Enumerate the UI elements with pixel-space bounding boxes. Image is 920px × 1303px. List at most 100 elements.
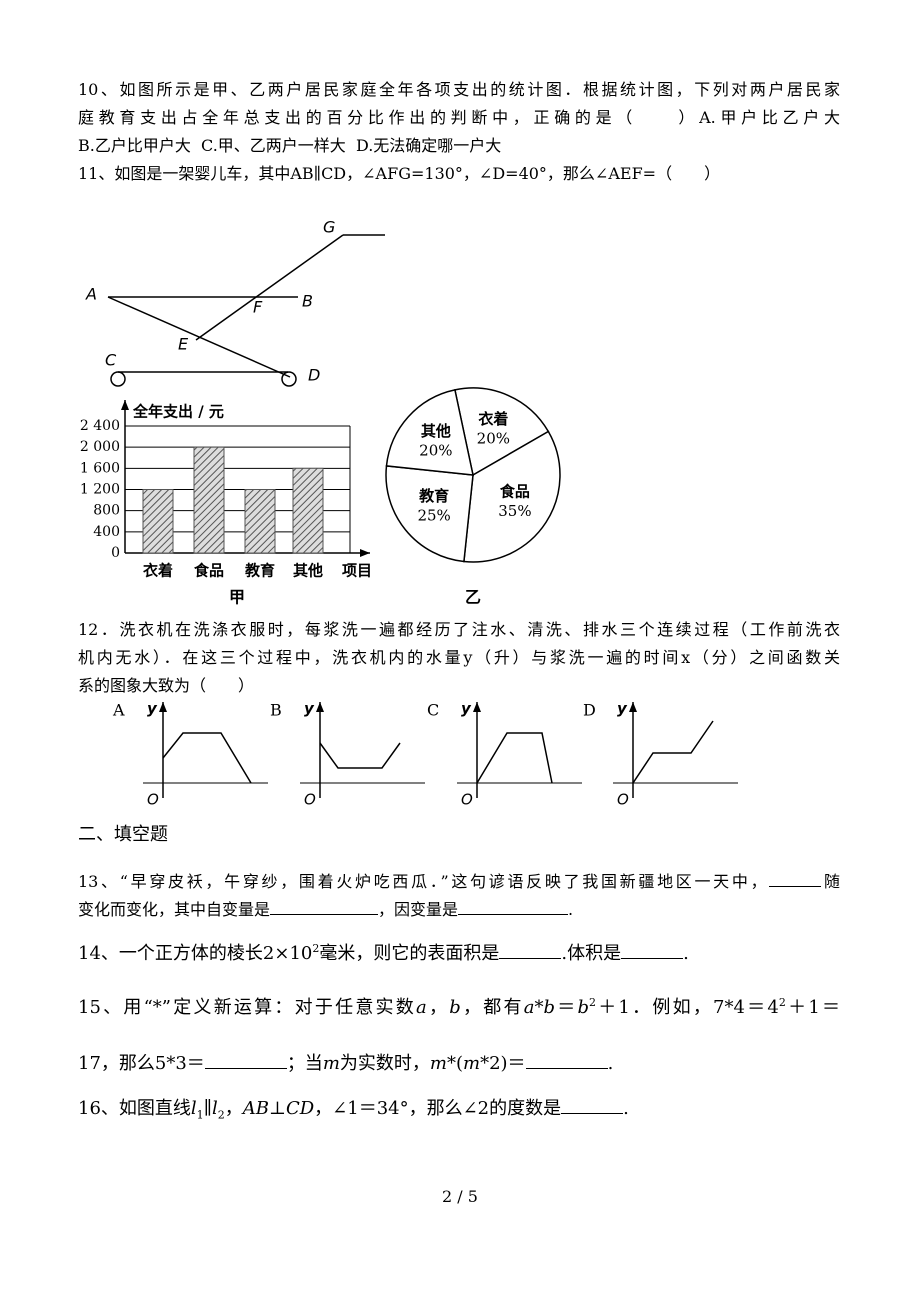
chart-caption: 甲 bbox=[229, 588, 245, 607]
x-tick-label: 其他 bbox=[293, 562, 323, 580]
origin-label: O bbox=[617, 791, 629, 809]
text: ，∠1＝34°，那么∠2的度数是 bbox=[314, 1098, 562, 1119]
point-label: C bbox=[105, 351, 117, 370]
text: 为实数时， bbox=[339, 1053, 430, 1074]
origin-label: O bbox=[461, 791, 473, 809]
q15-line: 15、用“*”定义新运算：对于任意实数a，b，都有a*b＝b2＋1．例如，7*4… bbox=[78, 991, 840, 1020]
text: ∥ bbox=[203, 1098, 212, 1119]
y-tick-label: 1 200 bbox=[80, 482, 120, 498]
text: * bbox=[534, 997, 544, 1018]
section-title: 二、填空题 bbox=[78, 824, 168, 845]
option-label: C bbox=[427, 701, 439, 720]
subscript: 2 bbox=[217, 1108, 225, 1122]
text: a bbox=[523, 997, 535, 1018]
text: *( bbox=[446, 1053, 463, 1074]
text: AB bbox=[242, 1098, 269, 1119]
axis-label: y bbox=[147, 700, 158, 718]
text: m bbox=[463, 1053, 481, 1074]
subscript: 1 bbox=[196, 1108, 204, 1122]
blank bbox=[204, 1050, 287, 1069]
text: 17，那么5*3＝ bbox=[78, 1053, 205, 1074]
option-label: B bbox=[270, 701, 282, 720]
graph-line bbox=[319, 742, 401, 769]
text: b bbox=[577, 997, 589, 1018]
bar bbox=[193, 446, 225, 554]
blank bbox=[270, 896, 379, 915]
q10-line: 10、如图所示是甲、乙两户居民家庭全年各项支出的统计图．根据统计图，下列对两户居… bbox=[78, 80, 840, 99]
slice-label: 教育 bbox=[418, 487, 449, 505]
q13-line: 变化而变化，其中自变量是 ，因变量是. bbox=[78, 896, 840, 922]
blank bbox=[561, 1095, 624, 1114]
y-tick-label: 1 600 bbox=[80, 460, 120, 476]
axis-arrow bbox=[360, 549, 370, 557]
text: . bbox=[568, 900, 574, 919]
bar bbox=[292, 467, 324, 554]
axis-arrow bbox=[316, 702, 324, 712]
text: . bbox=[683, 943, 689, 964]
slice-label: 食品 bbox=[500, 483, 530, 501]
blank bbox=[458, 896, 569, 915]
slice-label: 其他 bbox=[421, 422, 451, 440]
origin-label: O bbox=[304, 791, 316, 809]
axis-label: y bbox=[617, 700, 628, 718]
text: ＋1．例如，7*4＝4 bbox=[595, 997, 779, 1018]
text: ＝ bbox=[554, 997, 578, 1018]
superscript: 2 bbox=[312, 942, 320, 955]
blank bbox=[769, 868, 822, 887]
axis-arrow bbox=[629, 702, 637, 712]
slice-value: 25% bbox=[417, 506, 450, 524]
text: ＋1＝ bbox=[785, 997, 841, 1018]
axis-label: y bbox=[304, 700, 315, 718]
point-label: G bbox=[323, 218, 335, 237]
y-tick-label: 0 bbox=[111, 545, 120, 561]
q16-line: 16、如图直线l1∥l2，AB⊥CD，∠1＝34°，那么∠2的度数是. bbox=[78, 1095, 840, 1128]
chart-caption: 乙 bbox=[465, 588, 481, 607]
text: m bbox=[322, 1053, 340, 1074]
pie-slice bbox=[454, 387, 550, 477]
text: 15、用“*”定义新运算：对于任意实数 bbox=[78, 997, 417, 1018]
point-label: B bbox=[302, 292, 313, 311]
y-tick-label: 400 bbox=[93, 524, 120, 540]
graph-line bbox=[632, 720, 714, 784]
superscript: 2 bbox=[778, 996, 786, 1009]
q10-line: B.乙户比甲户大 C.甲、乙两户一样大 D.无法确定哪一户大 bbox=[78, 136, 502, 155]
text: l bbox=[190, 1098, 197, 1119]
graph-line bbox=[162, 732, 252, 784]
point-label: D bbox=[308, 366, 320, 385]
page-number: 2 / 5 bbox=[442, 1187, 478, 1206]
slice-value: 20% bbox=[419, 442, 452, 460]
text: 14、一个正方体的棱长2×10 bbox=[78, 943, 313, 964]
point-label: A bbox=[85, 285, 97, 304]
y-tick-label: 2 000 bbox=[80, 439, 120, 455]
axis-arrow bbox=[121, 400, 129, 410]
pie-slice bbox=[385, 465, 474, 563]
text: m bbox=[429, 1053, 447, 1074]
axis-arrow bbox=[159, 702, 167, 712]
slice-value: 20% bbox=[477, 429, 510, 447]
stroller-figure bbox=[107, 234, 385, 387]
text: b bbox=[449, 997, 461, 1018]
point-label: E bbox=[178, 335, 189, 354]
x-axis-label: 项目 bbox=[342, 562, 372, 580]
q10-line: 庭教育支出占全年总支出的百分比作出的判断中，正确的是（ ）A.甲户比乙户大 bbox=[78, 108, 840, 127]
text: l bbox=[212, 1098, 218, 1119]
text: . bbox=[623, 1098, 629, 1119]
point-label: F bbox=[253, 298, 263, 317]
origin-label: O bbox=[147, 791, 159, 809]
q15-line: 17，那么5*3＝ ；当m为实数时，m*(m*2)＝. bbox=[78, 1050, 840, 1076]
text: *2)＝ bbox=[480, 1053, 526, 1074]
pie-slice bbox=[385, 389, 474, 476]
text: 随 bbox=[821, 872, 840, 891]
text: CD bbox=[285, 1098, 315, 1119]
blank bbox=[525, 1050, 608, 1069]
text: b bbox=[543, 997, 555, 1018]
x-tick-label: 食品 bbox=[194, 562, 224, 580]
q11-text: 11、如图是一架婴儿车，其中AB∥CD，∠AFG=130°，∠D=40°，那么∠… bbox=[78, 164, 721, 183]
text: 毫米，则它的表面积是 bbox=[319, 943, 500, 964]
text: ， bbox=[224, 1098, 243, 1119]
q12-line: 机内无水）．在这三个过程中，洗衣机内的水量y（升）与浆洗一遍的时间x（分）之间函… bbox=[78, 648, 840, 667]
option-label: A bbox=[112, 701, 125, 720]
text: . bbox=[607, 1053, 614, 1074]
text: ⊥ bbox=[269, 1098, 286, 1119]
